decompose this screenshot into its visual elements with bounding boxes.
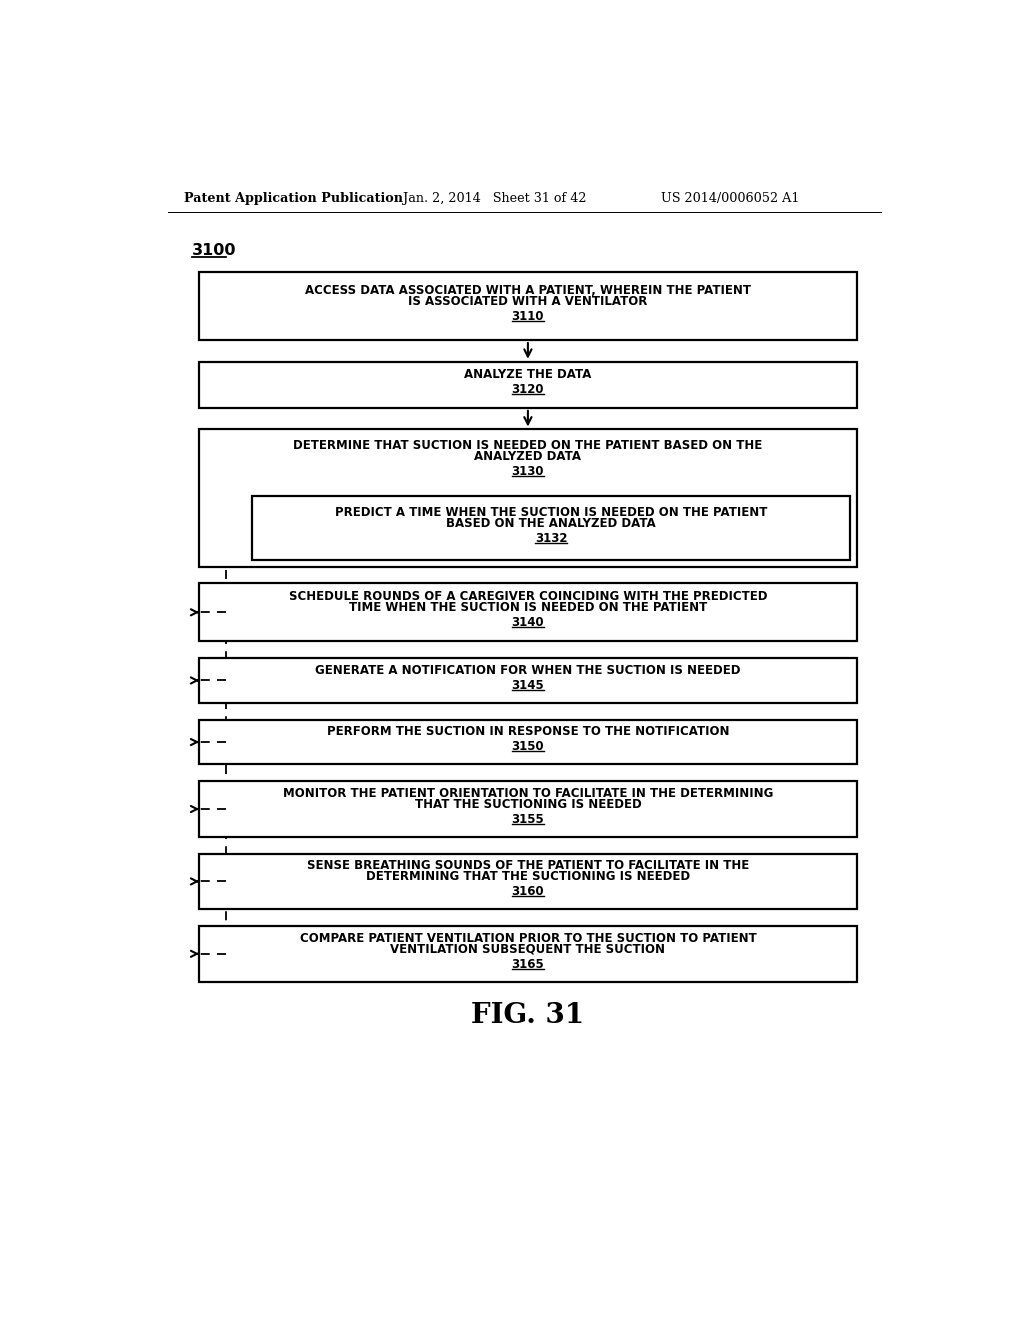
Text: 3165: 3165	[512, 958, 545, 970]
Bar	[200, 272, 856, 341]
Text: 3110: 3110	[512, 310, 544, 323]
Text: 3132: 3132	[535, 532, 567, 545]
Text: IS ASSOCIATED WITH A VENTILATOR: IS ASSOCIATED WITH A VENTILATOR	[409, 296, 647, 308]
Bar	[200, 429, 856, 566]
Text: VENTILATION SUBSEQUENT THE SUCTION: VENTILATION SUBSEQUENT THE SUCTION	[390, 942, 666, 956]
Text: 3130: 3130	[512, 465, 544, 478]
Bar	[200, 362, 856, 408]
Text: SCHEDULE ROUNDS OF A CAREGIVER COINCIDING WITH THE PREDICTED: SCHEDULE ROUNDS OF A CAREGIVER COINCIDIN…	[289, 590, 767, 603]
Text: THAT THE SUCTIONING IS NEEDED: THAT THE SUCTIONING IS NEEDED	[415, 797, 641, 810]
Text: DETERMINE THAT SUCTION IS NEEDED ON THE PATIENT BASED ON THE: DETERMINE THAT SUCTION IS NEEDED ON THE …	[293, 438, 763, 451]
Bar	[200, 659, 856, 702]
Text: ANALYZED DATA: ANALYZED DATA	[474, 450, 582, 463]
Text: DETERMINING THAT THE SUCTIONING IS NEEDED: DETERMINING THAT THE SUCTIONING IS NEEDE…	[366, 870, 690, 883]
Text: 3160: 3160	[512, 886, 544, 899]
Text: TIME WHEN THE SUCTION IS NEEDED ON THE PATIENT: TIME WHEN THE SUCTION IS NEEDED ON THE P…	[349, 601, 707, 614]
Bar	[200, 583, 856, 642]
Text: 3140: 3140	[512, 616, 544, 630]
Text: FIG. 31: FIG. 31	[471, 1002, 585, 1028]
Text: COMPARE PATIENT VENTILATION PRIOR TO THE SUCTION TO PATIENT: COMPARE PATIENT VENTILATION PRIOR TO THE…	[300, 932, 757, 945]
Text: GENERATE A NOTIFICATION FOR WHEN THE SUCTION IS NEEDED: GENERATE A NOTIFICATION FOR WHEN THE SUC…	[315, 664, 740, 677]
Text: BASED ON THE ANALYZED DATA: BASED ON THE ANALYZED DATA	[446, 517, 656, 529]
Text: 3145: 3145	[512, 678, 545, 692]
Text: 3120: 3120	[512, 383, 544, 396]
Text: ACCESS DATA ASSOCIATED WITH A PATIENT, WHEREIN THE PATIENT: ACCESS DATA ASSOCIATED WITH A PATIENT, W…	[305, 284, 751, 297]
Bar	[200, 927, 856, 982]
Text: Patent Application Publication: Patent Application Publication	[183, 191, 402, 205]
Text: US 2014/0006052 A1: US 2014/0006052 A1	[662, 191, 800, 205]
Bar	[252, 496, 850, 561]
Text: 3100: 3100	[191, 243, 237, 259]
Text: PREDICT A TIME WHEN THE SUCTION IS NEEDED ON THE PATIENT: PREDICT A TIME WHEN THE SUCTION IS NEEDE…	[335, 506, 767, 519]
Bar	[200, 781, 856, 837]
Text: PERFORM THE SUCTION IN RESPONSE TO THE NOTIFICATION: PERFORM THE SUCTION IN RESPONSE TO THE N…	[327, 726, 729, 738]
Text: 3150: 3150	[512, 741, 544, 754]
Bar	[200, 854, 856, 909]
Bar	[200, 719, 856, 764]
Text: 3155: 3155	[512, 813, 545, 826]
Text: ANALYZE THE DATA: ANALYZE THE DATA	[464, 368, 592, 381]
Text: MONITOR THE PATIENT ORIENTATION TO FACILITATE IN THE DETERMINING: MONITOR THE PATIENT ORIENTATION TO FACIL…	[283, 787, 773, 800]
Text: SENSE BREATHING SOUNDS OF THE PATIENT TO FACILITATE IN THE: SENSE BREATHING SOUNDS OF THE PATIENT TO…	[307, 859, 749, 873]
Text: Jan. 2, 2014   Sheet 31 of 42: Jan. 2, 2014 Sheet 31 of 42	[403, 191, 587, 205]
